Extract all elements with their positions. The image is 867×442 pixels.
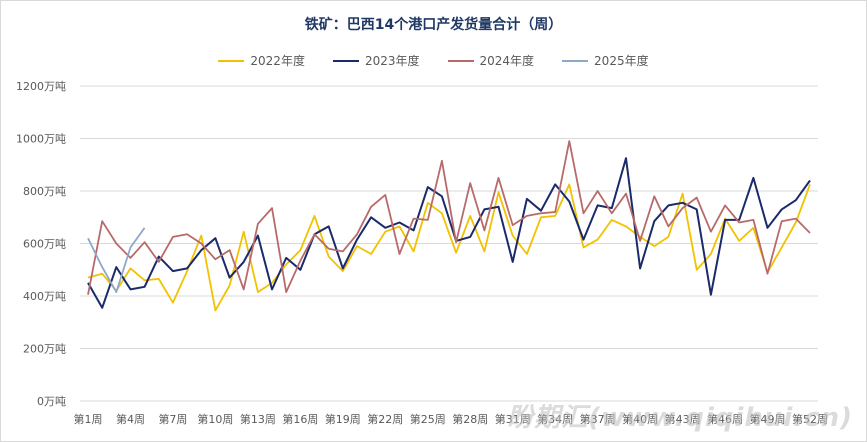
y-tick-label: 200万吨 <box>23 343 66 356</box>
y-tick-label: 800万吨 <box>23 185 66 198</box>
x-tick-label: 第37周 <box>580 412 616 426</box>
legend-item: 2023年度 <box>332 52 420 69</box>
legend-swatch <box>218 59 245 62</box>
x-tick-label: 第40周 <box>622 412 658 426</box>
x-tick-label: 第13周 <box>240 412 276 426</box>
series-line-2 <box>87 157 811 309</box>
x-tick-label: 第10周 <box>197 412 233 426</box>
legend-label: 2025年度 <box>594 54 649 68</box>
x-tick-label: 第34周 <box>537 412 573 426</box>
x-tick-label: 第7周 <box>158 412 187 426</box>
legend-label: 2022年度 <box>250 54 305 68</box>
y-tick-label: 0万吨 <box>37 395 66 408</box>
y-tick-label: 400万吨 <box>23 290 66 303</box>
legend-item: 2022年度 <box>218 52 305 69</box>
y-tick-label: 600万吨 <box>23 238 66 251</box>
series-line-3 <box>87 140 811 295</box>
x-tick-label: 第16周 <box>282 412 318 426</box>
legend-item: 2024年度 <box>447 52 535 69</box>
x-tick-label: 第19周 <box>325 412 361 426</box>
legend-item: 2025年度 <box>562 52 649 69</box>
x-tick-label: 第1周 <box>74 412 103 426</box>
x-tick-label: 第52周 <box>792 412 828 426</box>
x-tick-label: 第49周 <box>750 412 786 426</box>
y-tick-label: 1200万吨 <box>16 80 66 93</box>
series-line-1 <box>87 183 811 312</box>
x-tick-label: 第43周 <box>665 412 701 426</box>
chart-title: 铁矿：巴西14个港口产发货量合计（周） <box>304 17 563 33</box>
x-tick-label: 第31周 <box>495 412 531 426</box>
legend-label: 2023年度 <box>364 54 420 68</box>
x-tick-label: 第22周 <box>367 412 403 426</box>
legend-swatch <box>447 59 474 62</box>
x-tick-label: 第28周 <box>452 412 488 426</box>
legend-swatch <box>332 59 359 62</box>
y-tick-label: 1000万吨 <box>16 133 66 146</box>
chart-legend: 2022年度 2023年度 2024年度 2025年度 <box>0 52 867 69</box>
legend-label: 2024年度 <box>479 54 535 68</box>
x-tick-label: 第46周 <box>707 412 743 426</box>
legend-swatch <box>562 59 589 62</box>
series-line-4 <box>87 227 146 294</box>
x-tick-label: 第25周 <box>410 412 446 426</box>
x-tick-label: 第4周 <box>116 412 145 426</box>
